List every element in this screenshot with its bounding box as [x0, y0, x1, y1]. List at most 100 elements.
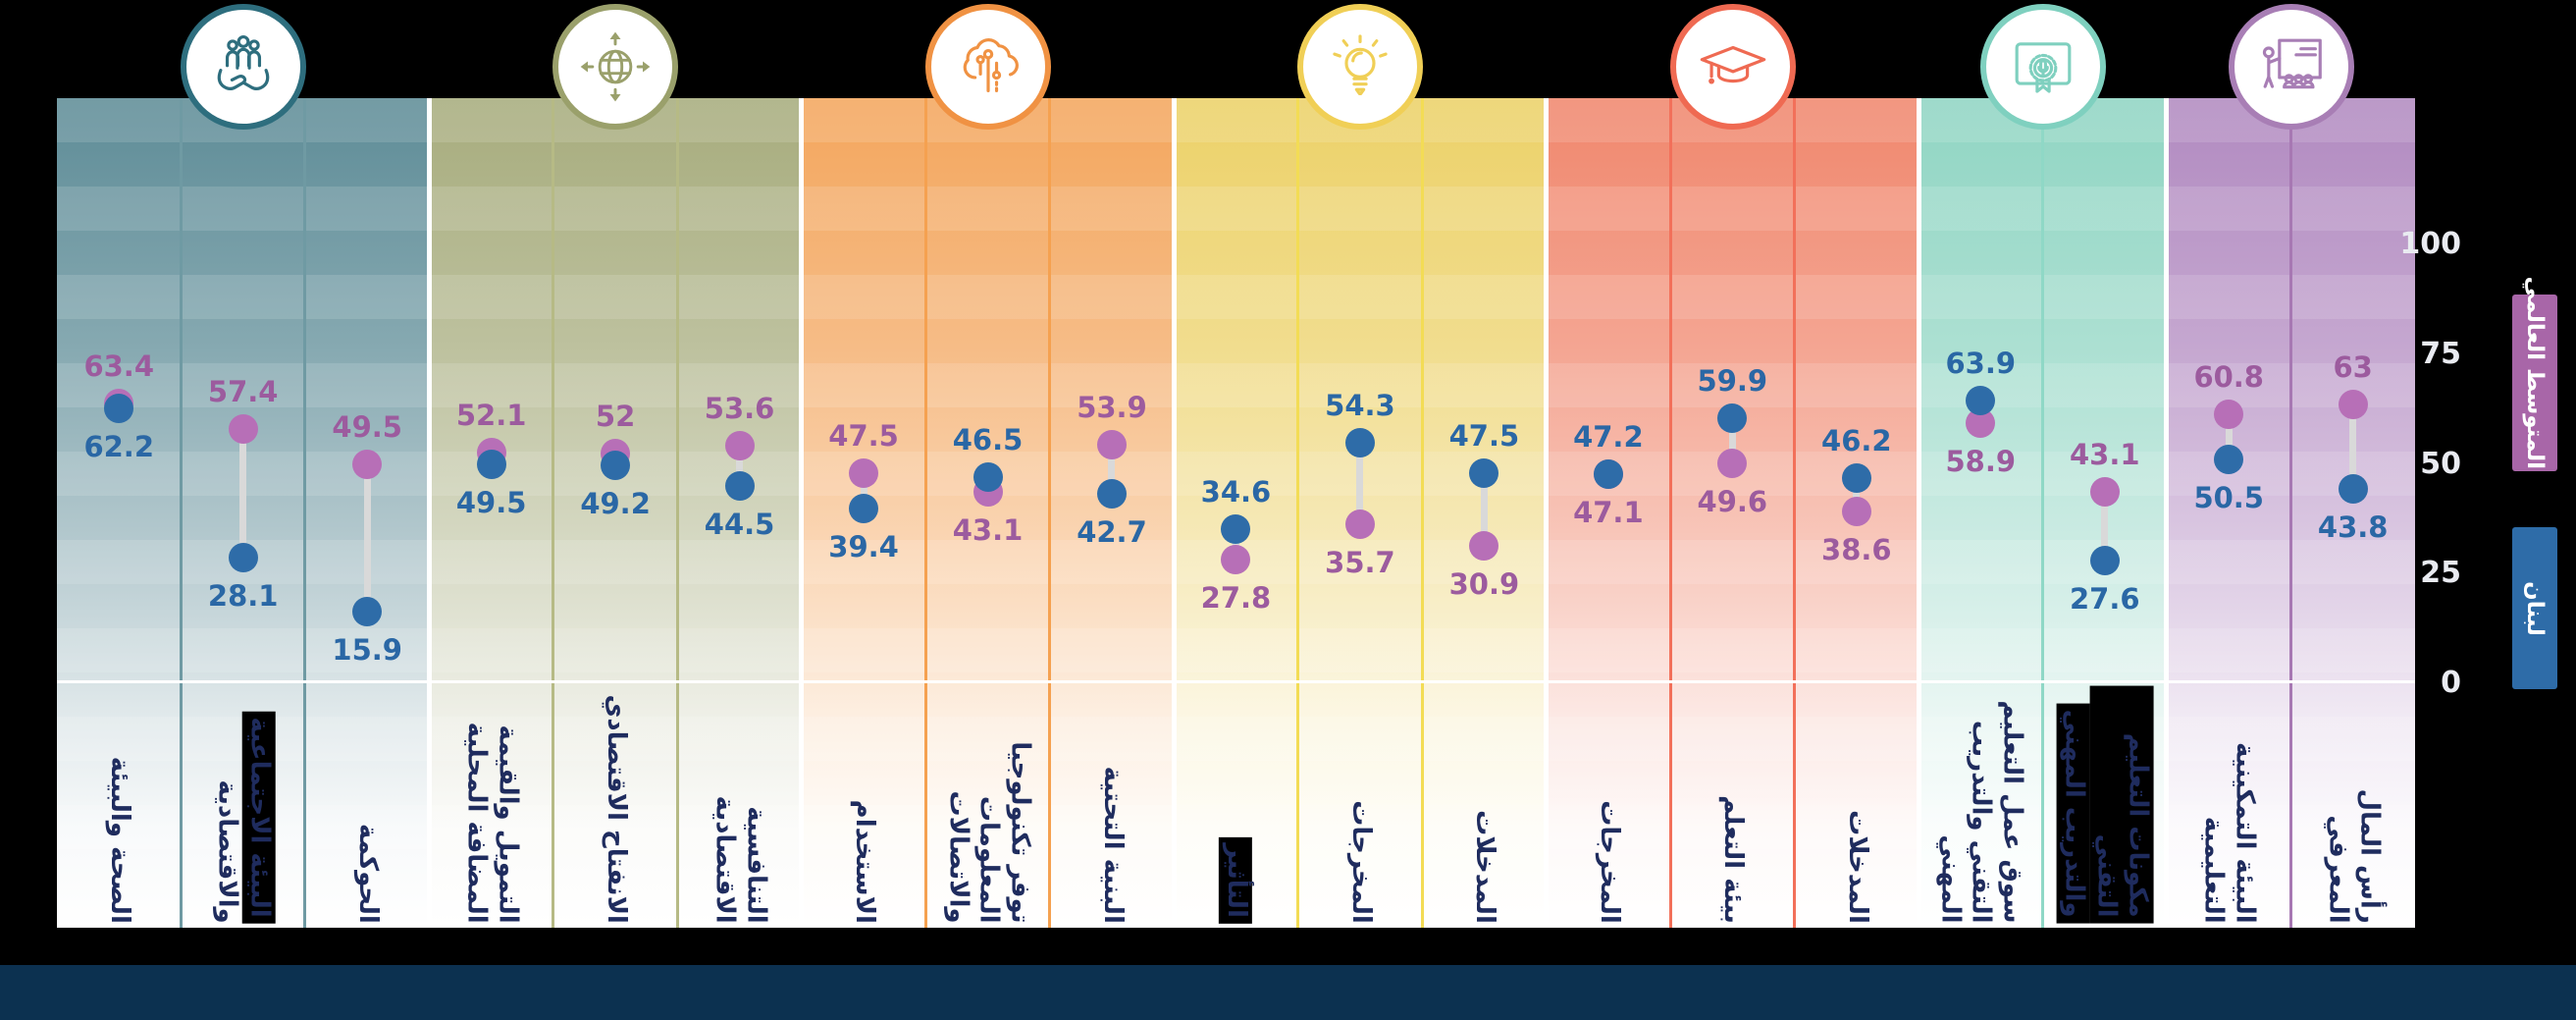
- column-divider: [1420, 98, 1424, 928]
- lebanon-value-label: 47.5: [1448, 418, 1520, 453]
- category-label: الحوكمة: [353, 823, 384, 924]
- zero-baseline: [1919, 679, 2167, 683]
- lebanon-dot: [352, 596, 383, 626]
- category-label-wrap: مكونات التعليم التقني والتدريب المهني: [2043, 685, 2167, 924]
- global-average-value-label: 58.9: [1945, 444, 2017, 478]
- lebanon-value-label: 46.2: [1821, 424, 1892, 458]
- category-label-wrap: التمويل والقيمة المضافة المحلية: [429, 685, 552, 924]
- global-average-dot: [849, 457, 879, 488]
- lebanon-value-label: 15.9: [332, 632, 402, 667]
- lebanon-dot: [1841, 463, 1871, 494]
- zero-baseline: [57, 679, 430, 683]
- y-axis-tick-0: 0: [2441, 666, 2461, 700]
- dumbbell-connector: [2349, 404, 2357, 490]
- lebanon-dot: [1221, 514, 1251, 545]
- lebanon-value-label: 46.5: [952, 423, 1024, 457]
- lebanon-value-label: 49.5: [455, 485, 527, 519]
- lebanon-dot: [1096, 479, 1127, 510]
- column-divider: [675, 98, 679, 928]
- category-label-wrap: البيئة الاجتماعية والاقتصادية: [181, 685, 304, 924]
- lebanon-value-label: 49.2: [580, 487, 651, 521]
- pillar-group-certificate-ribbon: 63.9 58.9 سوق عمل التعليم التقني والتدريب ال…: [1919, 98, 2167, 928]
- pillar-group-hands-holding-people: 63.4 62.2 الصحة والبيئة 57.4 28.1 البيئة الاج…: [57, 98, 430, 928]
- category-label: التأثير: [1219, 686, 1253, 924]
- category-label: المخرجات: [1594, 799, 1624, 924]
- column-divider: [303, 98, 307, 928]
- dumbbell-connector: [860, 472, 867, 509]
- legend-lebanon-label: لبنان: [2522, 580, 2548, 636]
- lebanon-value-label: 63.9: [1945, 347, 2017, 381]
- global-average-value-label: 43.1: [2069, 438, 2140, 472]
- y-axis-tick-50: 50: [2420, 447, 2461, 481]
- dumbbell-connector: [1728, 418, 1736, 464]
- dumbbell-connector: [239, 429, 247, 559]
- lightbulb-icon: [1297, 4, 1423, 130]
- lebanon-dot: [1469, 457, 1499, 488]
- column-divider: [1668, 98, 1672, 928]
- category-label: المدخلات: [1842, 809, 1872, 924]
- dumbbell-connector: [736, 446, 744, 487]
- category-label: توفر تكنولوجيا المعلومات والاتصالات: [942, 741, 1035, 924]
- global-average-value-label: 53.6: [704, 392, 775, 426]
- lebanon-value-label: 62.2: [83, 429, 155, 463]
- global-average-value-label: 52: [595, 399, 636, 433]
- global-average-value-label: 63.4: [83, 349, 155, 383]
- category-label: المخرجات: [1345, 799, 1376, 924]
- lebanon-value-label: 59.9: [1697, 364, 1768, 399]
- dumbbell-connector: [1853, 478, 1861, 512]
- zero-baseline: [2166, 679, 2415, 683]
- global-average-value-label: 35.7: [1325, 546, 1395, 580]
- zero-baseline: [1546, 679, 1919, 683]
- column-divider: [2041, 98, 2045, 928]
- category-label-wrap: البيئة التمكينية التعليمية: [2167, 685, 2290, 924]
- category-label-wrap: الحوكمة: [305, 685, 429, 924]
- category-label-wrap: الاستخدام: [802, 685, 925, 924]
- lebanon-dot: [724, 471, 755, 502]
- lebanon-dot: [973, 462, 1003, 493]
- global-average-value-label: 63: [2333, 350, 2373, 385]
- zero-baseline: [429, 679, 802, 683]
- lebanon-dot: [476, 449, 506, 479]
- lebanon-dot: [104, 393, 134, 423]
- lebanon-dot: [2338, 474, 2368, 505]
- category-label: بيئة التعلم: [1718, 794, 1749, 924]
- dumbbell-connector: [1232, 529, 1239, 560]
- dumbbell-connector: [1480, 472, 1488, 546]
- dumbbell-connector: [363, 463, 371, 612]
- legend-lebanon: لبنان: [2512, 527, 2557, 689]
- global-average-dot: [1096, 430, 1127, 460]
- graduation-cap-icon: [1670, 4, 1796, 130]
- group-gap: [799, 98, 805, 928]
- pillar-group-teacher-classroom: 60.8 50.5 البيئة التمكينية التعليمية 63 43.8 ر…: [2166, 98, 2415, 928]
- category-label: التنافسية الاقتصادية: [710, 795, 771, 924]
- global-average-dot: [2338, 390, 2368, 420]
- lebanon-value-label: 44.5: [704, 508, 775, 542]
- global-average-dot: [352, 449, 383, 479]
- lebanon-value-label: 42.7: [1077, 515, 1147, 550]
- footer-bar: [0, 965, 2576, 1020]
- global-average-value-label: 52.1: [455, 399, 527, 433]
- category-label-wrap: المدخلات: [1422, 685, 1546, 924]
- lebanon-dot: [601, 451, 631, 481]
- lebanon-value-label: 27.6: [2069, 581, 2140, 616]
- zero-baseline: [801, 679, 1175, 683]
- pillar-group-brain-circuit: 47.5 39.4 الاستخدام 46.5 43.1 توفر تكنولوجيا ا…: [801, 98, 1175, 928]
- lebanon-dot: [2089, 545, 2120, 575]
- column-divider: [1048, 98, 1052, 928]
- dumbbell-connector: [2101, 492, 2109, 561]
- global-average-dot: [228, 414, 258, 445]
- global-average-value-label: 38.6: [1821, 533, 1892, 567]
- category-label: الاستخدام: [849, 799, 879, 924]
- category-label: التمويل والقيمة المضافة المحلية: [461, 722, 523, 924]
- category-label: سوق عمل التعليم التقني والتدريب المهني: [1935, 700, 2027, 924]
- column-divider: [923, 98, 927, 928]
- y-axis-tick-100: 100: [2399, 227, 2461, 261]
- lebanon-value-label: 34.6: [1200, 475, 1272, 510]
- global-average-value-label: 57.4: [207, 375, 279, 409]
- teacher-classroom-icon: [2229, 4, 2354, 130]
- group-gap: [1544, 98, 1550, 928]
- category-label-wrap: توفر تكنولوجيا المعلومات والاتصالات: [925, 685, 1049, 924]
- lebanon-value-label: 54.3: [1325, 389, 1395, 423]
- category-label: البيئة الاجتماعية والاقتصادية: [211, 686, 276, 924]
- lebanon-dot: [1966, 386, 1996, 416]
